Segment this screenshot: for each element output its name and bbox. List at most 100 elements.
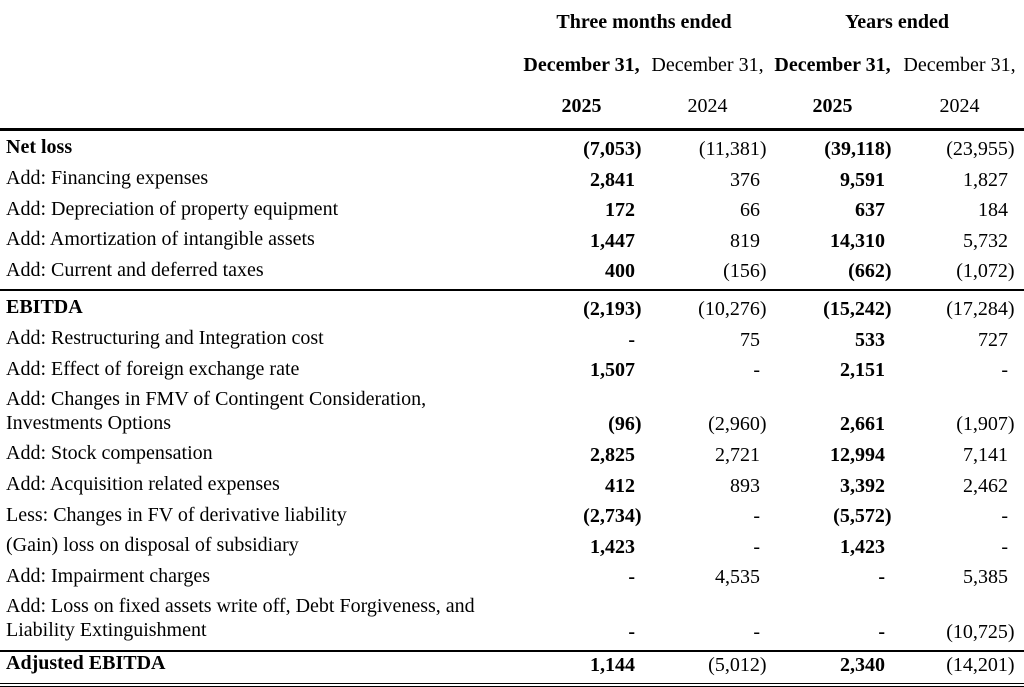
row-label: Add: Stock compensation (6, 442, 213, 465)
value-cell: 4,535 (715, 566, 760, 589)
value-cell: (2,960) (708, 413, 767, 436)
period-date-row: December 31, December 31, December 31, D… (0, 45, 1024, 86)
table-row: Add: Impairment charges - 4,535 - 5,385 (0, 565, 1024, 596)
value-cell: 893 (730, 474, 760, 497)
header-spacer (0, 0, 518, 45)
value-cell: 2,841 (590, 168, 635, 191)
value-cell: 9,591 (840, 168, 885, 191)
value-cell: 727 (978, 328, 1009, 351)
table-row: Add: Current and deferred taxes 400 (156… (0, 258, 1024, 292)
value-cell: 7,141 (963, 443, 1009, 466)
value-cell: 12,994 (830, 443, 885, 466)
row-label: Add: Loss on fixed assets write off, Deb… (0, 595, 518, 652)
value-cell: 1,507 (590, 359, 635, 382)
value-cell: 2,462 (963, 474, 1009, 497)
value-cell: 184 (978, 199, 1009, 222)
value-cell: 2,151 (840, 359, 885, 382)
value-cell: (23,955) (946, 138, 1015, 160)
value-cell: 2,721 (715, 443, 760, 466)
value-cell: 2,661 (840, 413, 885, 436)
row-label: EBITDA (6, 296, 83, 319)
value-cell: 5,732 (963, 229, 1009, 252)
value-cell: (662) (770, 258, 895, 292)
row-label: Add: Effect of foreign exchange rate (6, 357, 300, 380)
value-cell: 819 (730, 229, 760, 252)
row-label: (Gain) loss on disposal of subsidiary (6, 534, 299, 557)
value-cell: (11,381) (698, 138, 767, 160)
row-label: Net loss (6, 135, 73, 158)
row-label: Add: Financing expenses (6, 167, 209, 189)
value-cell: (2,734) (583, 505, 642, 528)
value-cell: (1,072) (895, 258, 1024, 292)
value-cell: 1,423 (590, 535, 635, 558)
value-cell: (10,725) (895, 595, 1024, 652)
row-label: Add: Current and deferred taxes (0, 258, 518, 292)
value-cell: 14,310 (830, 229, 885, 252)
value-cell: 2,825 (590, 443, 635, 466)
row-label: Add: Acquisition related expenses (6, 472, 280, 495)
period-group-row: Three months ended Years ended (0, 0, 1024, 45)
table-row: Add: Effect of foreign exchange rate 1,5… (0, 358, 1024, 389)
table-body: Net loss (7,053) (11,381) (39,118) (23,9… (0, 129, 1024, 687)
value-cell: (15,242) (823, 297, 892, 320)
value-cell: - (770, 595, 895, 652)
table-row: Add: Restructuring and Integration cost … (0, 327, 1024, 358)
row-label: Add: Changes in FMV of Contingent Consid… (6, 388, 427, 434)
table-row: Add: Acquisition related expenses 412 89… (0, 473, 1024, 504)
value-cell: 1,827 (963, 168, 1009, 191)
column-period: December 31, (651, 54, 764, 76)
value-cell: - (1001, 505, 1009, 528)
table-row-net-loss: Net loss (7,053) (11,381) (39,118) (23,9… (0, 129, 1024, 167)
column-period: December 31, (774, 54, 891, 76)
table-row: Add: Changes in FMV of Contingent Consid… (0, 388, 1024, 442)
value-cell: (5,012) (645, 650, 770, 687)
value-cell: 1,447 (590, 229, 635, 252)
row-label: Add: Amortization of intangible assets (6, 228, 315, 251)
value-cell: - (518, 595, 645, 652)
value-cell: (7,053) (583, 138, 642, 160)
table-row-adjusted-ebitda: Adjusted EBITDA 1,144 (5,012) 2,340 (14,… (0, 650, 1024, 687)
value-cell: 533 (855, 328, 885, 351)
value-cell: (39,118) (824, 138, 892, 160)
table-row: Less: Changes in FV of derivative liabil… (0, 504, 1024, 535)
table-row: Add: Stock compensation 2,825 2,721 12,9… (0, 442, 1024, 473)
value-cell: - (628, 328, 635, 351)
column-period: December 31, (523, 54, 640, 76)
table-header: Three months ended Years ended December … (0, 0, 1024, 131)
table-row: (Gain) loss on disposal of subsidiary 1,… (0, 534, 1024, 565)
row-label: Adjusted EBITDA (0, 650, 518, 687)
row-label: Less: Changes in FV of derivative liabil… (6, 503, 347, 526)
value-cell: - (878, 566, 885, 589)
group-header-three-months: Three months ended (556, 11, 732, 33)
value-cell: 5,385 (963, 566, 1009, 589)
value-cell: 400 (518, 258, 645, 292)
header-spacer (0, 45, 518, 86)
table-row: Add: Financing expenses 2,841 376 9,591 … (0, 167, 1024, 198)
value-cell: (5,572) (833, 505, 892, 528)
table-row: Add: Amortization of intangible assets 1… (0, 228, 1024, 259)
value-cell: - (753, 505, 760, 528)
value-cell: - (645, 595, 770, 652)
header-spacer (0, 86, 518, 131)
value-cell: 637 (855, 199, 885, 222)
table-row: Add: Depreciation of property equipment … (0, 198, 1024, 229)
column-year: 2024 (645, 86, 770, 131)
value-cell: 1,144 (518, 650, 645, 687)
value-cell: 66 (740, 199, 760, 222)
value-cell: - (753, 359, 760, 382)
value-cell: (17,284) (946, 297, 1015, 320)
value-cell: (14,201) (895, 650, 1024, 687)
table-row-ebitda: EBITDA (2,193) (10,276) (15,242) (17,284… (0, 290, 1024, 327)
value-cell: 2,340 (770, 650, 895, 687)
value-cell: - (628, 566, 635, 589)
value-cell: - (753, 535, 760, 558)
group-header-years: Years ended (845, 11, 949, 33)
value-cell: 376 (730, 168, 760, 191)
value-cell: - (1001, 359, 1009, 382)
value-cell: (2,193) (583, 297, 642, 320)
value-cell: 75 (740, 328, 760, 351)
table-row: Add: Loss on fixed assets write off, Deb… (0, 595, 1024, 652)
value-cell: (156) (645, 258, 770, 292)
value-cell: 3,392 (840, 474, 885, 497)
